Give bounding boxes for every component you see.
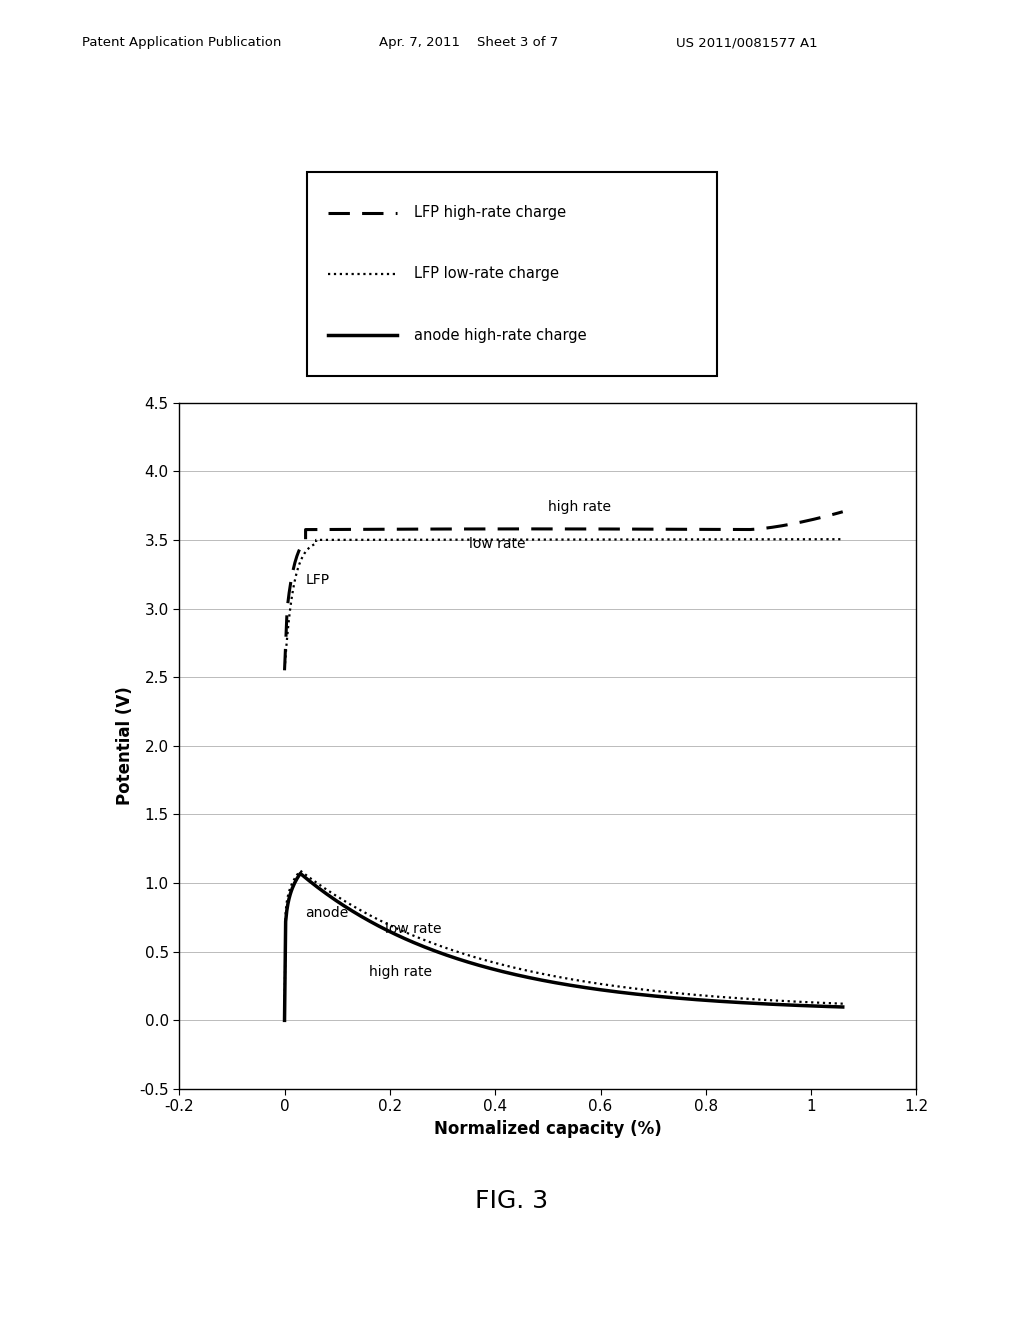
Text: anode high-rate charge: anode high-rate charge bbox=[414, 327, 587, 343]
Text: low rate: low rate bbox=[385, 921, 441, 936]
X-axis label: Normalized capacity (%): Normalized capacity (%) bbox=[434, 1119, 662, 1138]
Text: US 2011/0081577 A1: US 2011/0081577 A1 bbox=[676, 36, 817, 49]
Text: high rate: high rate bbox=[369, 965, 432, 979]
Text: LFP high-rate charge: LFP high-rate charge bbox=[414, 205, 566, 220]
Y-axis label: Potential (V): Potential (V) bbox=[116, 686, 133, 805]
Text: Patent Application Publication: Patent Application Publication bbox=[82, 36, 282, 49]
Text: high rate: high rate bbox=[548, 500, 611, 513]
Text: anode: anode bbox=[305, 907, 349, 920]
Text: FIG. 3: FIG. 3 bbox=[475, 1189, 549, 1213]
Text: LFP low-rate charge: LFP low-rate charge bbox=[414, 267, 559, 281]
Text: LFP: LFP bbox=[305, 573, 330, 587]
Text: low rate: low rate bbox=[469, 537, 525, 552]
Text: Apr. 7, 2011    Sheet 3 of 7: Apr. 7, 2011 Sheet 3 of 7 bbox=[379, 36, 558, 49]
